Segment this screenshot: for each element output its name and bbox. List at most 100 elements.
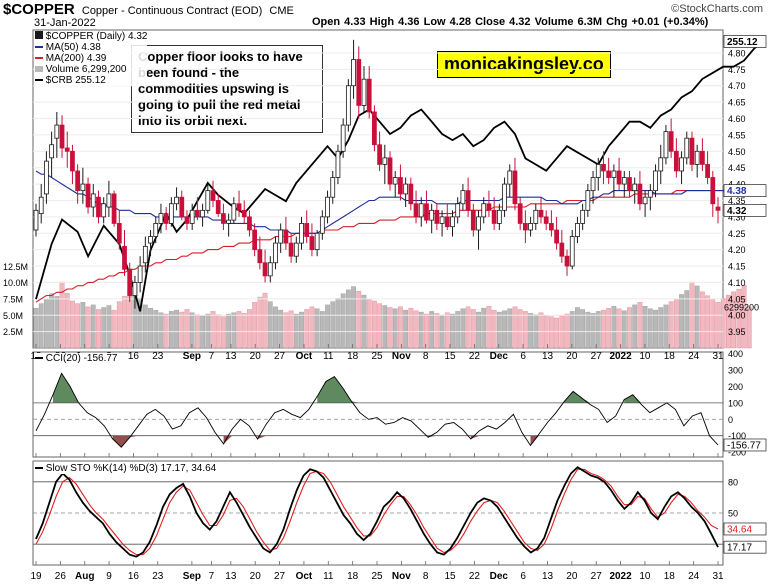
volume-bar	[366, 298, 372, 349]
volume-bar	[507, 308, 513, 349]
volume-bar	[606, 307, 612, 349]
price-tick-label: 4.00	[728, 311, 746, 321]
volume-bar	[575, 307, 580, 349]
candle-body	[502, 183, 507, 211]
legend-price-label: $COPPER (Daily) 4.32	[45, 31, 148, 42]
candle-body	[101, 203, 107, 218]
volume-bar	[726, 294, 731, 349]
candle-body	[283, 229, 289, 244]
volume-bar	[684, 290, 690, 349]
volume-bar	[111, 309, 117, 349]
candle-body	[116, 223, 122, 244]
volume-bar	[372, 300, 377, 349]
x-tick-label-top: 11	[323, 351, 334, 362]
volume-bar	[434, 313, 440, 349]
candle-body	[564, 255, 570, 267]
candle-body	[137, 265, 143, 283]
volume-bar	[731, 291, 737, 349]
cci-panel	[32, 351, 724, 458]
candle-body	[642, 196, 648, 205]
volume-bar	[309, 306, 315, 349]
brand: ©StockCharts.com	[671, 3, 763, 15]
candle-body	[278, 229, 284, 244]
volume-bar	[616, 308, 622, 349]
candle-body	[382, 157, 388, 165]
symbol: $COPPER	[3, 1, 75, 18]
volume-bar	[325, 304, 330, 349]
candle-body	[168, 203, 174, 224]
volume-bar	[549, 316, 554, 349]
candle-body	[195, 209, 200, 218]
candle-body	[304, 223, 310, 237]
candle-body	[38, 196, 44, 214]
x-tick-label-top: 8	[423, 351, 429, 362]
volume-bar	[377, 303, 382, 349]
price-tick-label: 4.30	[728, 212, 746, 222]
volume-bar	[444, 312, 450, 349]
volume-bar	[663, 304, 669, 349]
x-tick-label-bottom: 25	[371, 571, 383, 582]
x-tick-label-top: 25	[371, 351, 383, 362]
volume-bar	[184, 309, 190, 349]
volume-bar	[585, 311, 591, 349]
volume-bar	[33, 307, 39, 349]
x-tick-label-top: 18	[664, 351, 676, 362]
candle-body	[90, 193, 96, 208]
cci-title: CCI(20) -156.77	[35, 353, 118, 364]
x-tick-label-top: 20	[566, 351, 578, 362]
candle-body	[418, 203, 424, 218]
volume-bar	[106, 305, 112, 349]
legend-ma50-swatch	[35, 46, 43, 49]
volume-bar	[267, 301, 273, 349]
volume-bar	[163, 313, 169, 349]
volume-bar	[642, 305, 648, 349]
volume-bar	[273, 306, 278, 349]
volume-bar	[424, 313, 429, 349]
volume-tick-label: 10.0M	[3, 278, 28, 288]
candle-body	[153, 223, 159, 237]
candle-body	[351, 59, 356, 87]
legend-ma50-label: MA(50) 4.38	[45, 42, 101, 53]
volume-bar	[653, 309, 658, 349]
candle-body	[549, 223, 554, 231]
x-tick-label-bottom: 26	[55, 571, 67, 582]
candle-body	[621, 177, 627, 185]
candle-body	[179, 196, 185, 218]
volume-bar	[226, 313, 232, 349]
candle-body	[580, 209, 586, 224]
volume-tick-label: 12.5M	[3, 262, 28, 272]
x-tick-label-bottom: 19	[30, 571, 42, 582]
volume-bar	[595, 311, 601, 349]
candle-body	[439, 216, 445, 224]
candle-body	[455, 203, 461, 218]
volume-bar	[637, 302, 643, 349]
volume-last-label: 6299200	[724, 302, 759, 312]
candle-body	[710, 177, 716, 205]
x-tick-label-bottom: Sep	[183, 571, 201, 582]
volume-bar	[554, 317, 559, 349]
volume-bar	[221, 316, 226, 349]
candle-body	[533, 209, 539, 224]
legend-volume-swatch	[35, 66, 43, 72]
candle-body	[575, 223, 580, 237]
x-tick-label-top: 22	[469, 351, 481, 362]
volume-bar	[538, 312, 544, 349]
candle-body	[319, 216, 325, 234]
candle-body	[325, 196, 330, 218]
volume-bar	[736, 289, 742, 349]
candle-body	[444, 216, 450, 228]
volume-bar	[148, 307, 153, 349]
price-tick-label: 4.60	[728, 114, 746, 124]
x-tick-label-bottom: 20	[566, 571, 578, 582]
legend: $COPPER (Daily) 4.32 MA(50) 4.38 MA(200)…	[35, 31, 148, 86]
cci-tick-label: -100	[728, 431, 746, 441]
x-tick-label-top: 23	[152, 351, 164, 362]
volume-bar	[96, 309, 101, 349]
candle-body	[387, 157, 393, 185]
candle-body	[408, 183, 414, 205]
volume-bar	[75, 303, 81, 349]
ma200-line	[35, 186, 765, 303]
candle-body	[163, 213, 169, 224]
volume-bar	[64, 292, 70, 349]
